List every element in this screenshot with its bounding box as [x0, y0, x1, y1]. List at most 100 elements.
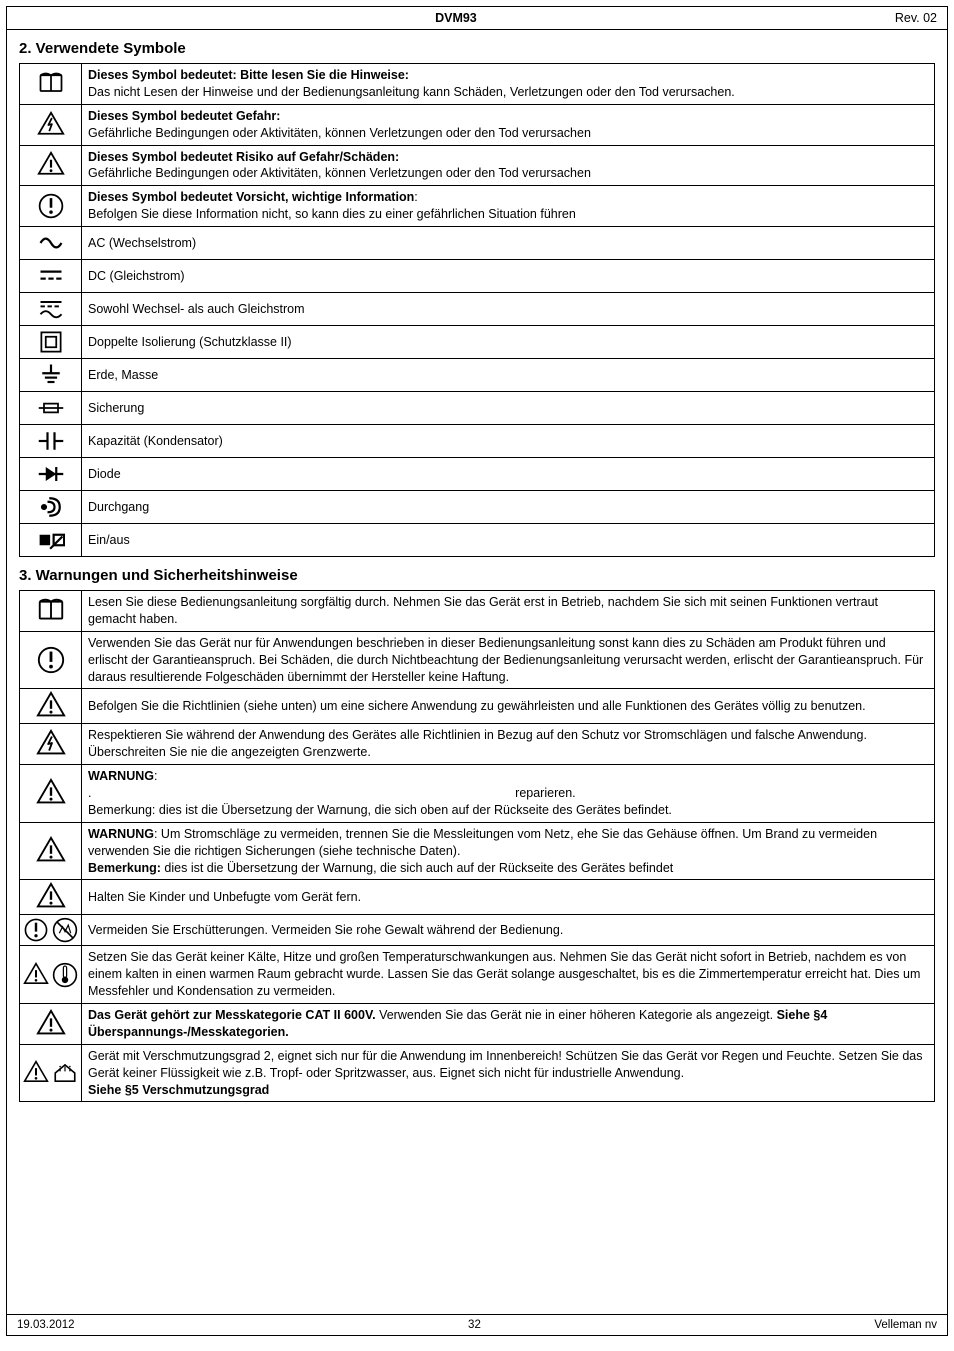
excl-tri-icon: [36, 778, 66, 808]
section-3-heading: 3. Warnungen und Sicherheitshinweise: [19, 567, 935, 584]
excl-circ-icon: [36, 645, 66, 675]
table-row: Dieses Symbol bedeutet Vorsicht, wichtig…: [20, 186, 935, 227]
table-row: Kapazität (Kondensator): [20, 425, 935, 458]
symbol-cell: [20, 104, 82, 145]
table-row: Gerät mit Verschmutzungsgrad 2, eignet s…: [20, 1044, 935, 1102]
footer-date: 19.03.2012: [17, 1319, 75, 1331]
description-cell: Halten Sie Kinder und Unbefugte vom Gerä…: [82, 880, 935, 915]
no-shake-icon: [52, 917, 78, 943]
description-cell: Vermeiden Sie Erschütterungen. Vermeiden…: [82, 915, 935, 946]
bolt-tri-icon: [37, 111, 65, 139]
excl-tri-icon: [23, 962, 49, 988]
table-row: Lesen Sie diese Bedienungsanleitung sorg…: [20, 591, 935, 632]
warnings-table: Lesen Sie diese Bedienungsanleitung sorg…: [19, 590, 935, 1102]
cap-icon: [37, 427, 65, 455]
symbol-cell: [20, 524, 82, 557]
onoff-icon: [37, 526, 65, 554]
table-row: WARNUNG:. reparieren.Bemerkung: dies ist…: [20, 765, 935, 823]
diode-icon: [37, 460, 65, 488]
symbol-cell: [20, 822, 82, 880]
table-row: Dieses Symbol bedeutet: Bitte lesen Sie …: [20, 64, 935, 105]
table-row: Sowohl Wechsel- als auch Gleichstrom: [20, 293, 935, 326]
bolt-tri-icon: [36, 729, 66, 759]
symbol-cell: [20, 145, 82, 186]
description-cell: Doppelte Isolierung (Schutzklasse II): [82, 326, 935, 359]
table-row: DC (Gleichstrom): [20, 260, 935, 293]
description-cell: Gerät mit Verschmutzungsgrad 2, eignet s…: [82, 1044, 935, 1102]
symbol-cell: [20, 765, 82, 823]
header-rev: Rev. 02: [895, 11, 937, 25]
description-cell: WARNUNG: Um Stromschläge zu vermeiden, t…: [82, 822, 935, 880]
symbol-cell: [20, 458, 82, 491]
description-cell: Durchgang: [82, 491, 935, 524]
symbols-table: Dieses Symbol bedeutet: Bitte lesen Sie …: [19, 63, 935, 557]
description-cell: Setzen Sie das Gerät keiner Kälte, Hitze…: [82, 946, 935, 1004]
description-cell: Sowohl Wechsel- als auch Gleichstrom: [82, 293, 935, 326]
cont-icon: [37, 493, 65, 521]
thermo-icon: [52, 962, 78, 988]
symbol-cell: [20, 591, 82, 632]
excl-tri-icon: [36, 836, 66, 866]
table-row: Dieses Symbol bedeutet Risiko auf Gefahr…: [20, 145, 935, 186]
description-cell: Kapazität (Kondensator): [82, 425, 935, 458]
manual-icon: [37, 70, 65, 98]
symbol-cell: [20, 915, 82, 946]
indoor-icon: [52, 1060, 78, 1086]
excl-circ-icon: [37, 192, 65, 220]
description-cell: Dieses Symbol bedeutet Gefahr:Gefährlich…: [82, 104, 935, 145]
description-cell: Respektieren Sie während der Anwendung d…: [82, 724, 935, 765]
table-row: Dieses Symbol bedeutet Gefahr:Gefährlich…: [20, 104, 935, 145]
symbol-cell: [20, 293, 82, 326]
table-row: Diode: [20, 458, 935, 491]
table-row: Sicherung: [20, 392, 935, 425]
table-row: Das Gerät gehört zur Messkategorie CAT I…: [20, 1004, 935, 1045]
footer: 19.03.2012 32 Velleman nv: [7, 1314, 947, 1335]
symbol-cell: [20, 392, 82, 425]
header: DVM93 Rev. 02: [7, 7, 947, 30]
excl-tri-icon: [37, 151, 65, 179]
excl-circ-icon: [23, 917, 49, 943]
symbol-cell: [20, 64, 82, 105]
symbol-cell: [20, 326, 82, 359]
manual-icon: [36, 596, 66, 626]
description-cell: Dieses Symbol bedeutet Risiko auf Gefahr…: [82, 145, 935, 186]
table-row: Befolgen Sie die Richtlinien (siehe unte…: [20, 689, 935, 724]
symbol-cell: [20, 1004, 82, 1045]
excl-tri-icon: [36, 882, 66, 912]
symbol-cell: [20, 689, 82, 724]
symbol-cell: [20, 946, 82, 1004]
symbol-cell: [20, 186, 82, 227]
excl-tri-icon: [23, 1060, 49, 1086]
table-row: Setzen Sie das Gerät keiner Kälte, Hitze…: [20, 946, 935, 1004]
symbol-cell: [20, 260, 82, 293]
table-row: Ein/aus: [20, 524, 935, 557]
fuse-icon: [37, 394, 65, 422]
table-row: Doppelte Isolierung (Schutzklasse II): [20, 326, 935, 359]
symbol-cell: [20, 631, 82, 689]
table-row: Halten Sie Kinder und Unbefugte vom Gerä…: [20, 880, 935, 915]
table-row: Verwenden Sie das Gerät nur für Anwendun…: [20, 631, 935, 689]
description-cell: Befolgen Sie die Richtlinien (siehe unte…: [82, 689, 935, 724]
description-cell: Das Gerät gehört zur Messkategorie CAT I…: [82, 1004, 935, 1045]
symbol-cell: [20, 227, 82, 260]
description-cell: Erde, Masse: [82, 359, 935, 392]
symbol-cell: [20, 359, 82, 392]
table-row: WARNUNG: Um Stromschläge zu vermeiden, t…: [20, 822, 935, 880]
table-row: Respektieren Sie während der Anwendung d…: [20, 724, 935, 765]
header-title: DVM93: [435, 11, 477, 25]
description-cell: Sicherung: [82, 392, 935, 425]
description-cell: Dieses Symbol bedeutet Vorsicht, wichtig…: [82, 186, 935, 227]
description-cell: Verwenden Sie das Gerät nur für Anwendun…: [82, 631, 935, 689]
double-ins-icon: [37, 328, 65, 356]
table-row: AC (Wechselstrom): [20, 227, 935, 260]
description-cell: DC (Gleichstrom): [82, 260, 935, 293]
excl-tri-icon: [36, 1009, 66, 1039]
description-cell: Diode: [82, 458, 935, 491]
table-row: Durchgang: [20, 491, 935, 524]
ac-icon: [37, 229, 65, 257]
description-cell: Lesen Sie diese Bedienungsanleitung sorg…: [82, 591, 935, 632]
symbol-cell: [20, 491, 82, 524]
table-row: Vermeiden Sie Erschütterungen. Vermeiden…: [20, 915, 935, 946]
symbol-cell: [20, 724, 82, 765]
excl-tri-icon: [36, 691, 66, 721]
